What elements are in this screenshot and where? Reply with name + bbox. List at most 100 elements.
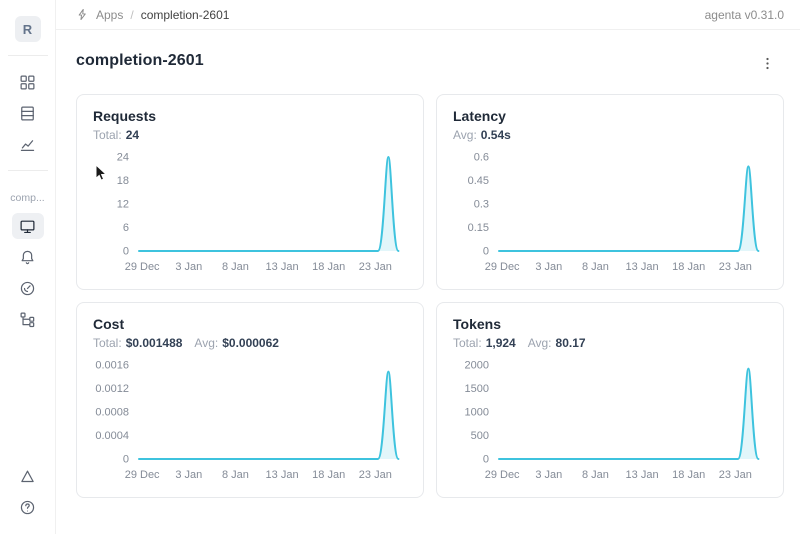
y-tick-label: 0 <box>123 246 129 258</box>
series-line <box>138 156 400 252</box>
card-stats: Avg: 0.54s <box>453 128 767 143</box>
stat-label: Avg: <box>194 336 219 350</box>
registry-rows-icon <box>19 105 36 122</box>
stat-label: Avg: <box>527 336 552 350</box>
help-circle-icon <box>19 499 36 516</box>
y-tick-label: 0 <box>483 454 489 466</box>
series-area <box>139 371 399 459</box>
gauge-icon <box>19 280 36 297</box>
y-tick-label: 18 <box>117 175 129 187</box>
y-tick-label: 0.15 <box>468 222 489 234</box>
card-stats: Total: $0.001488 Avg: $0.000062 <box>93 336 407 351</box>
x-tick-label: 29 Dec <box>485 261 520 273</box>
stat-value: $0.000062 <box>222 336 279 350</box>
bolt-icon <box>76 8 89 21</box>
sidebar-divider <box>7 55 48 56</box>
y-tick-label: 0.0004 <box>95 430 129 442</box>
version-label: agenta v0.31.0 <box>704 7 784 22</box>
chart-canvas-requests[interactable]: 0 6 12 18 24 29 Dec 3 Jan 8 Jan 13 Jan 18 Jan 23 J… <box>93 147 407 277</box>
x-tick-label: 23 Jan <box>359 261 392 273</box>
y-tick-label: 500 <box>471 430 489 442</box>
app-name-label: comp... <box>10 192 45 204</box>
sidebar-item-help-circle[interactable] <box>12 494 44 520</box>
stat-label: Total: <box>93 128 122 142</box>
sidebar-divider <box>7 170 48 171</box>
sidebar-item-gauge[interactable] <box>12 275 44 301</box>
x-tick-label: 3 Jan <box>175 261 202 273</box>
x-tick-label: 8 Jan <box>582 469 609 481</box>
metric-card-latency: Latency Avg: 0.54s 0 0.15 0.3 0.45 0.6 29 Dec 3 J… <box>436 94 784 290</box>
kebab-menu-button[interactable] <box>756 52 778 74</box>
sidebar-item-registry-rows[interactable] <box>12 100 44 126</box>
chart-canvas-latency[interactable]: 0 0.15 0.3 0.45 0.6 29 Dec 3 Jan 8 Jan 13 Jan 18 … <box>453 147 767 277</box>
y-tick-label: 0.45 <box>468 175 489 187</box>
card-title: Latency <box>453 108 506 124</box>
y-tick-label: 6 <box>123 222 129 234</box>
x-tick-label: 13 Jan <box>626 469 659 481</box>
card-stats: Total: 1,924 Avg: 80.17 <box>453 336 767 351</box>
x-tick-label: 3 Jan <box>175 469 202 481</box>
top-header: Apps / completion-2601 agenta v0.31.0 <box>56 0 800 30</box>
x-tick-label: 3 Jan <box>535 261 562 273</box>
x-tick-label: 18 Jan <box>312 261 345 273</box>
series-area <box>499 166 759 251</box>
stat-label: Total: <box>453 336 482 350</box>
sidebar-item-triangle[interactable] <box>12 463 44 489</box>
stat: Avg: 80.17 <box>528 336 586 351</box>
y-tick-label: 0 <box>483 246 489 258</box>
x-tick-label: 18 Jan <box>672 469 705 481</box>
x-tick-label: 23 Jan <box>719 469 752 481</box>
x-tick-label: 29 Dec <box>125 469 160 481</box>
card-title: Requests <box>93 108 157 124</box>
stat-value: 1,924 <box>485 336 516 350</box>
stat-value: 0.54s <box>480 128 511 142</box>
sidebar-item-bell[interactable] <box>12 244 44 270</box>
sidebar-nav-bottom <box>12 463 44 520</box>
stat-value: $0.001488 <box>125 336 183 350</box>
series-line <box>498 367 760 460</box>
sidebar-nav-global <box>12 69 44 157</box>
x-tick-label: 13 Jan <box>266 469 299 481</box>
traces-tree-icon <box>19 311 36 328</box>
apps-grid-icon <box>19 74 36 91</box>
series-area <box>139 157 399 251</box>
y-tick-label: 12 <box>117 199 129 211</box>
x-tick-label: 29 Dec <box>485 469 520 481</box>
stat-value: 80.17 <box>555 336 586 350</box>
card-title: Tokens <box>453 316 501 332</box>
sidebar-item-apps-grid[interactable] <box>12 69 44 95</box>
x-tick-label: 18 Jan <box>672 261 705 273</box>
y-tick-label: 0.0008 <box>95 407 129 419</box>
sidebar-nav-app <box>11 213 44 332</box>
y-tick-label: 24 <box>117 152 129 164</box>
workspace-avatar[interactable]: R <box>14 16 41 42</box>
x-tick-label: 8 Jan <box>222 469 249 481</box>
x-tick-label: 29 Dec <box>125 261 160 273</box>
sidebar-item-playground-monitor[interactable] <box>11 213 44 239</box>
y-tick-label: 0 <box>123 454 129 466</box>
bell-icon <box>19 249 36 266</box>
y-tick-label: 1500 <box>465 383 489 395</box>
breadcrumb-current: completion-2601 <box>140 7 230 22</box>
breadcrumb-apps[interactable]: Apps <box>96 7 124 22</box>
y-tick-label: 0.0012 <box>95 383 129 395</box>
stat-label: Total: <box>93 336 122 350</box>
breadcrumb-separator: / <box>130 7 134 22</box>
metrics-grid: Requests Total: 24 0 6 12 18 24 29 Dec 3 Jan 8 Jan… <box>56 74 800 498</box>
stat: Avg: 0.54s <box>453 128 511 143</box>
sidebar-item-traces-tree[interactable] <box>12 306 44 332</box>
x-tick-label: 8 Jan <box>582 261 609 273</box>
y-tick-label: 2000 <box>465 360 489 372</box>
sidebar-item-line-chart[interactable] <box>12 131 44 157</box>
card-title: Cost <box>93 316 125 332</box>
chart-canvas-cost[interactable]: 0 0.0004 0.0008 0.0012 0.0016 29 Dec 3 Jan 8 Ja… <box>93 355 407 485</box>
stat-label: Avg: <box>453 128 477 142</box>
y-tick-label: 0.0016 <box>95 360 129 372</box>
y-tick-label: 0.6 <box>474 152 489 164</box>
series-area <box>499 368 759 459</box>
main-content: Apps / completion-2601 agenta v0.31.0 co… <box>56 0 800 534</box>
chart-canvas-tokens[interactable]: 0 500 1000 1500 2000 29 Dec 3 Jan 8 Jan 13 Jan 18… <box>453 355 767 485</box>
metric-card-requests: Requests Total: 24 0 6 12 18 24 29 Dec 3 Jan 8 Jan… <box>76 94 424 290</box>
stat: Total: $0.001488 <box>93 336 182 351</box>
